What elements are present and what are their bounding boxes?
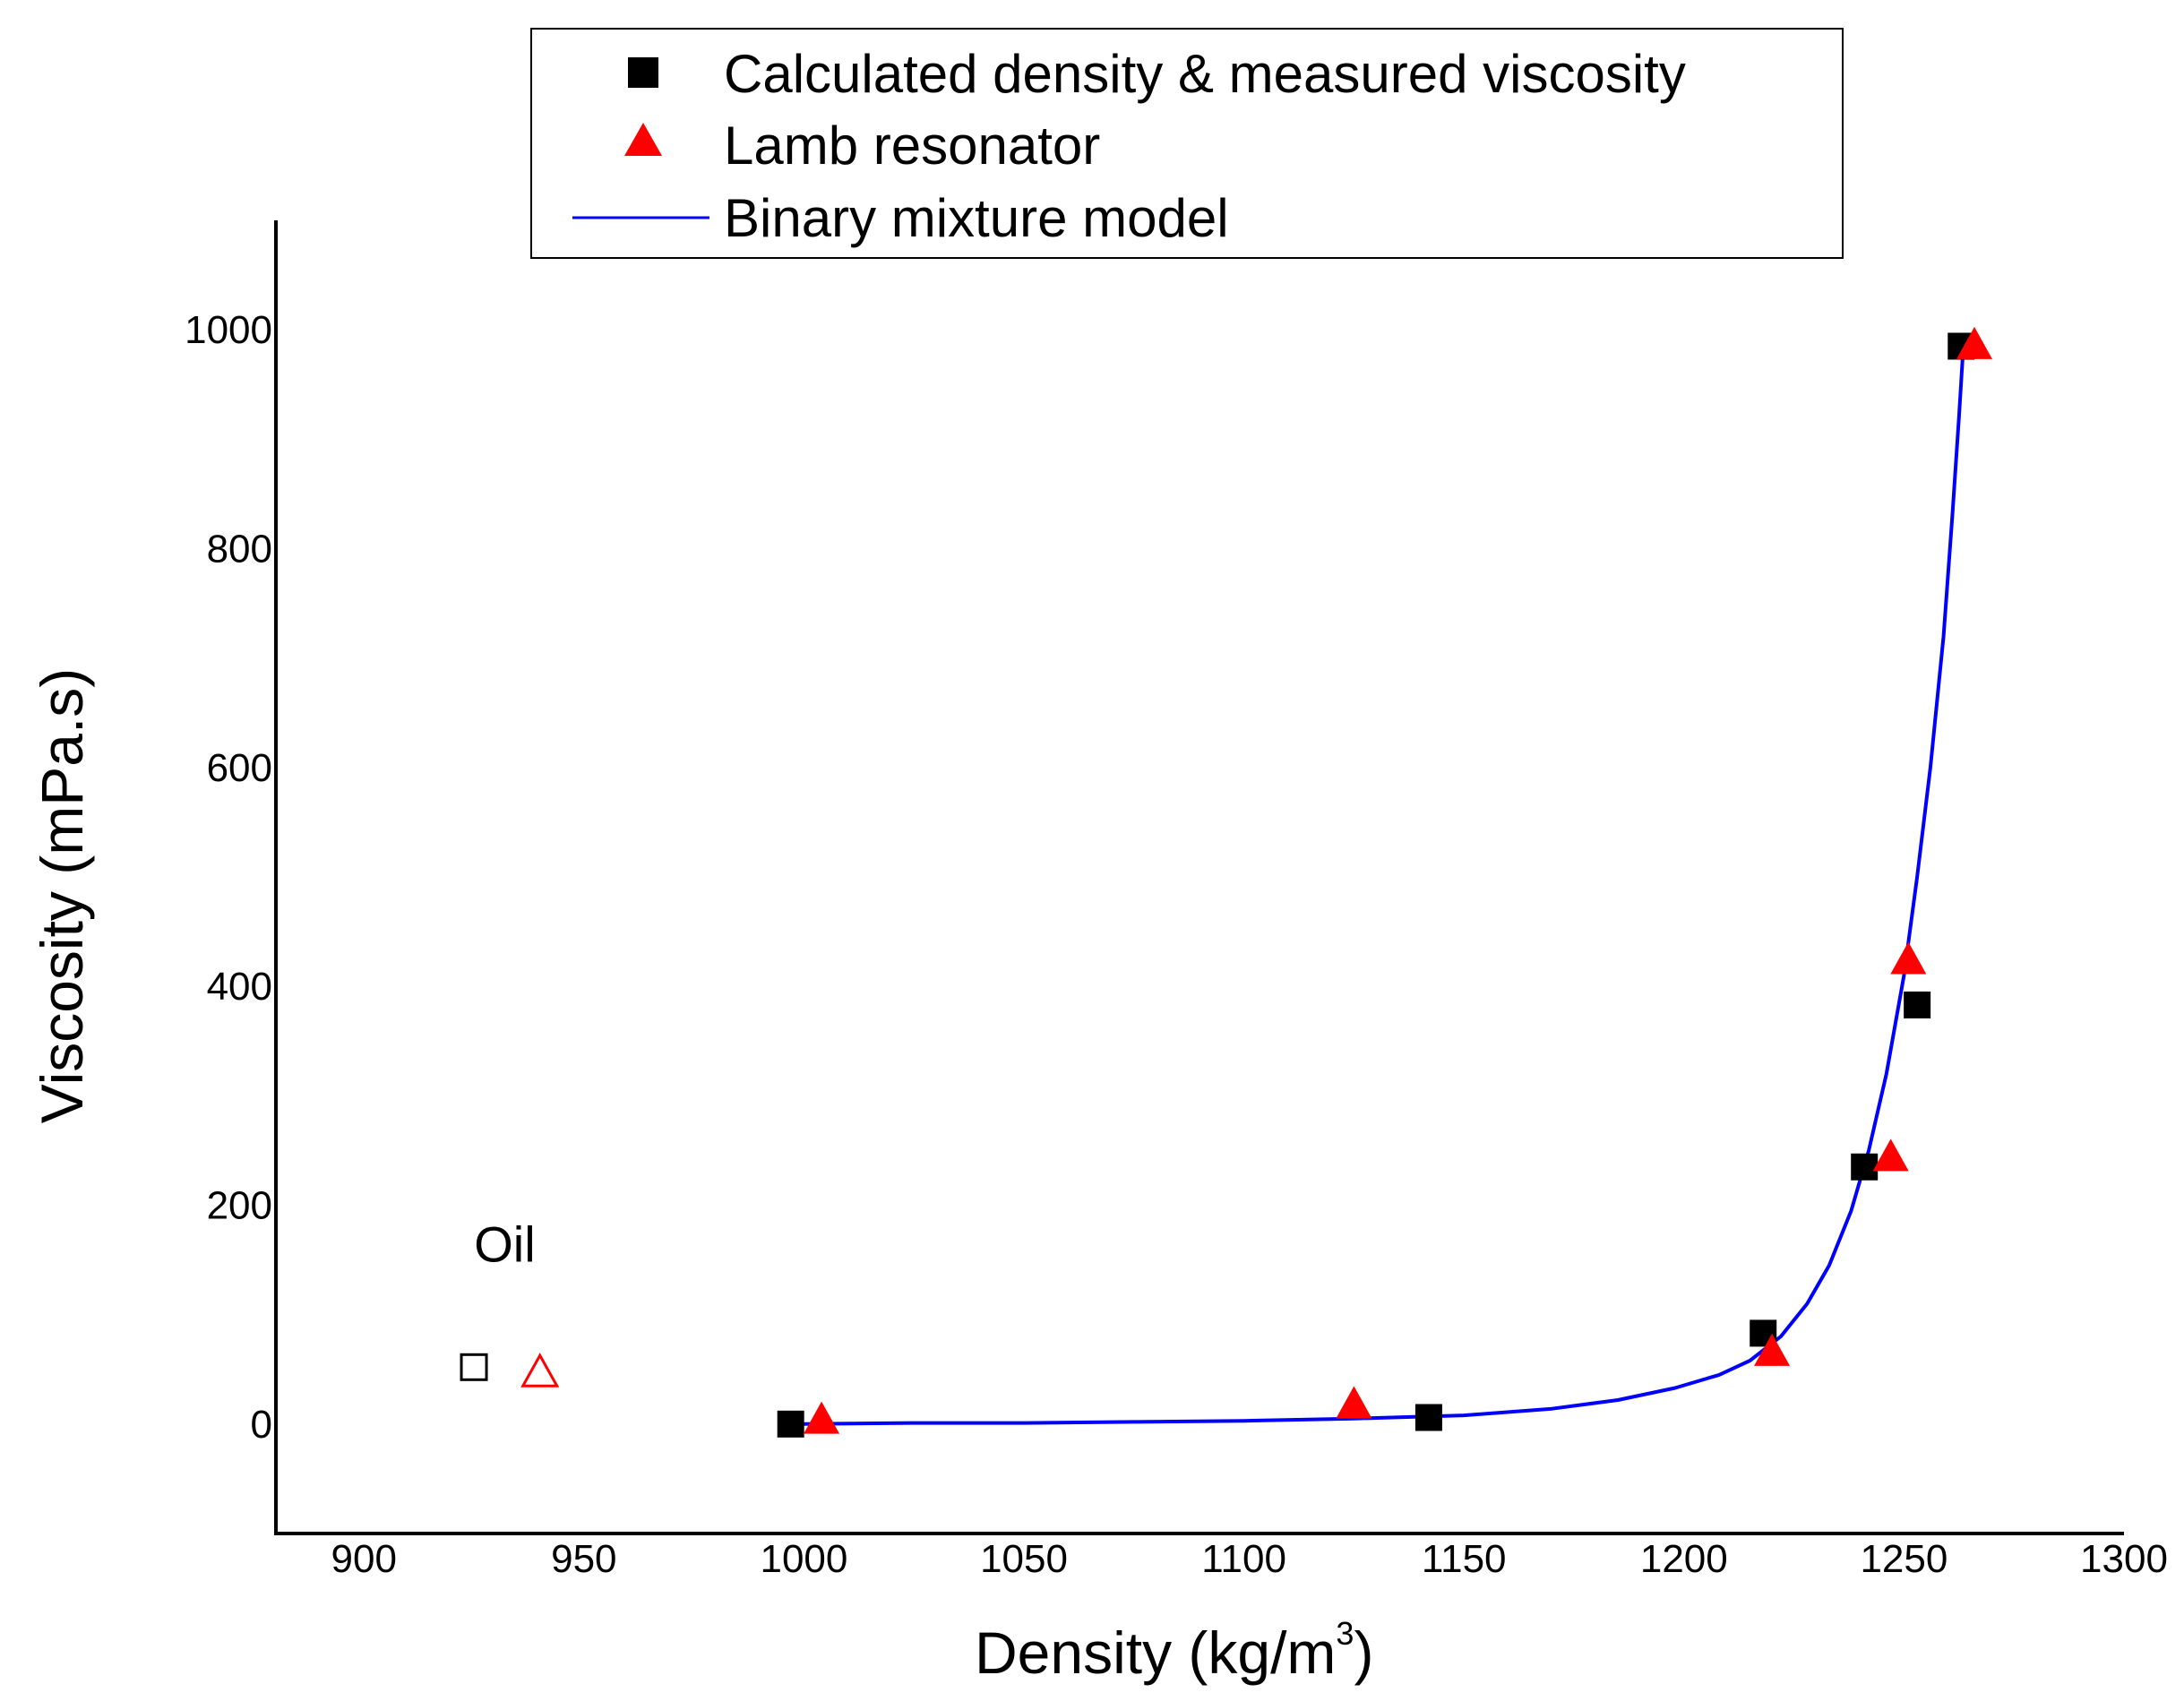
- x-tick-label: 1100: [1201, 1537, 1286, 1581]
- y-axis-title: Viscosity (mPa.s): [29, 668, 95, 1124]
- y-tick-labels: 0 200 400 600 800 1000: [185, 308, 272, 1447]
- legend-label-model: Binary mixture model: [724, 188, 1229, 248]
- legend-square-marker: [628, 57, 658, 88]
- x-axis-title: Density (kg/m3): [975, 1615, 1373, 1686]
- triangle-marker: [1336, 1386, 1372, 1419]
- square-marker: [1904, 991, 1931, 1018]
- x-axis-title-main: Density (kg/m: [975, 1619, 1336, 1686]
- binary-mixture-model-series: [804, 346, 1965, 1426]
- x-tick-labels: 900 950 1000 1050 1100 1150 1200 1250 1300: [331, 1537, 2168, 1581]
- x-axis-title-superscript: 3: [1336, 1615, 1354, 1652]
- oil-open-square-marker: [460, 1353, 488, 1381]
- x-tick-label: 1300: [2080, 1537, 2168, 1581]
- y-tick-label: 0: [251, 1403, 272, 1447]
- y-tick-label: 600: [207, 746, 272, 790]
- legend-triangle-marker: [624, 123, 662, 156]
- square-marker: [777, 1410, 804, 1438]
- x-tick-label: 1000: [760, 1537, 847, 1581]
- legend-label-calculated: Calculated density & measured viscosity: [724, 44, 1686, 104]
- triangle-marker: [804, 1401, 840, 1434]
- y-tick-label: 1000: [185, 308, 272, 352]
- x-tick-label: 1250: [1860, 1537, 1948, 1581]
- triangle-marker: [1872, 1138, 1909, 1172]
- oil-annotation: Oil: [474, 1216, 535, 1272]
- x-tick-label: 1200: [1640, 1537, 1728, 1581]
- x-tick-label: 900: [331, 1537, 397, 1581]
- x-tick-label: 1150: [1422, 1537, 1507, 1581]
- triangle-marker: [1956, 326, 1992, 359]
- y-tick-label: 400: [207, 965, 272, 1009]
- y-tick-label: 800: [207, 528, 272, 571]
- triangle-marker: [1890, 941, 1927, 975]
- oil-markers: [460, 1353, 560, 1387]
- x-tick-label: 950: [551, 1537, 616, 1581]
- x-axis-title-suffix: ): [1354, 1619, 1373, 1686]
- y-tick-label: 200: [207, 1184, 272, 1228]
- square-marker: [1851, 1153, 1879, 1181]
- model-curve-line: [804, 346, 1965, 1426]
- calculated-density-series: [777, 332, 1975, 1438]
- legend: Calculated density & measured viscosity …: [530, 28, 1844, 259]
- legend-frame: [530, 28, 1844, 259]
- x-tick-label: 1050: [980, 1537, 1068, 1581]
- legend-label-lamb: Lamb resonator: [724, 116, 1100, 176]
- axes: 900 950 1000 1050 1100 1150 1200 1250 1300 0 200 4…: [185, 220, 2168, 1581]
- oil-open-triangle-marker: [520, 1353, 560, 1387]
- triangle-marker: [1754, 1333, 1791, 1366]
- lamb-resonator-series: [804, 326, 1992, 1434]
- square-marker: [1414, 1404, 1442, 1431]
